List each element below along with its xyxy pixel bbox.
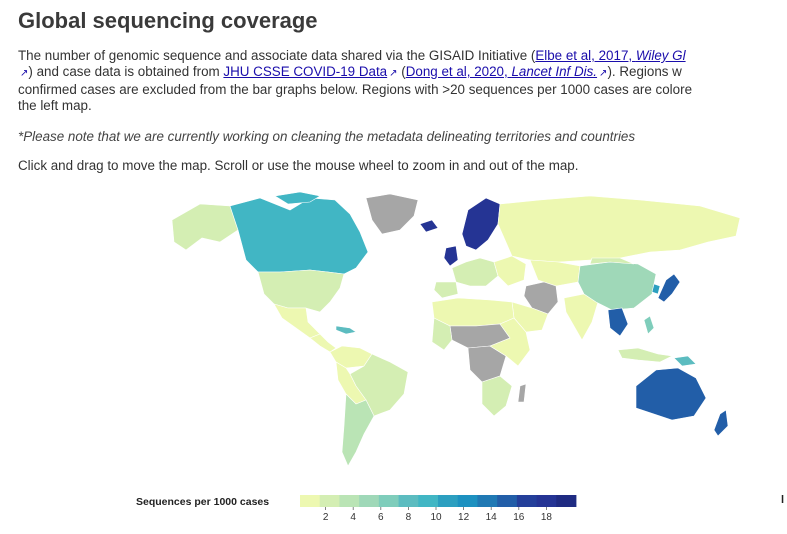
region-new-zealand[interactable]	[713, 409, 729, 437]
region-usa[interactable]	[257, 269, 345, 313]
region-russia[interactable]	[497, 195, 741, 263]
region-canada[interactable]	[229, 197, 369, 275]
external-link-icon[interactable]: ↗	[20, 68, 29, 79]
intro-line-3: confirmed cases are excluded from the ba…	[18, 82, 693, 97]
intro-text: ). Regions w	[607, 64, 682, 79]
region-japan[interactable]	[657, 273, 681, 303]
legend-swatch	[497, 495, 518, 507]
legend-tick-label: 4	[350, 512, 356, 523]
region-north-africa[interactable]	[431, 297, 515, 327]
region-australia[interactable]	[635, 367, 707, 421]
region-india[interactable]	[563, 293, 599, 341]
dong-journal-text: Lancet Inf Dis.	[511, 64, 598, 79]
intro-line-4: the left map.	[18, 98, 92, 113]
legend-swatch	[516, 495, 537, 507]
legend-swatch	[339, 495, 360, 507]
legend-swatch	[536, 495, 557, 507]
dong-citation-link[interactable]: Dong et al, 2020, Lancet Inf Dis.	[406, 64, 597, 79]
intro-line-1: The number of genomic sequence and assoc…	[18, 48, 787, 64]
region-southeast-asia[interactable]	[607, 307, 629, 337]
legend-tick-label: 18	[541, 512, 553, 523]
legend-swatch	[477, 495, 498, 507]
page-title: Global sequencing coverage	[18, 8, 318, 33]
region-indonesia[interactable]	[617, 347, 673, 363]
legend: 2 4 6 8 10 12 14 16 18	[300, 495, 577, 523]
legend-tick-label: 14	[486, 512, 498, 523]
jhu-data-link[interactable]: JHU CSSE COVID-19 Data	[223, 64, 388, 79]
region-central-america[interactable]	[309, 333, 337, 353]
region-western-europe[interactable]	[451, 257, 499, 287]
legend-swatch	[457, 495, 478, 507]
elbe-citation-text: Elbe et al, 2017,	[535, 48, 636, 63]
region-southern-africa[interactable]	[481, 375, 513, 417]
legend-tick-label: 2	[323, 512, 329, 523]
intro-text: The number of genomic sequence and assoc…	[18, 48, 536, 63]
intro-text: (	[397, 64, 406, 79]
legend-swatch	[556, 495, 577, 507]
region-east-africa[interactable]	[489, 317, 531, 367]
region-philippines[interactable]	[643, 315, 655, 335]
dong-citation-text: Dong et al, 2020,	[405, 64, 512, 79]
metadata-note: *Please note that we are currently worki…	[18, 129, 636, 144]
elbe-citation-link[interactable]: Elbe et al, 2017, Wiley Gl	[535, 48, 685, 63]
region-alaska[interactable]	[171, 203, 239, 251]
region-middle-east[interactable]	[523, 281, 559, 315]
region-mongolia[interactable]	[589, 257, 635, 265]
region-argentina-chile[interactable]	[341, 393, 375, 467]
legend-swatch	[398, 495, 419, 507]
legend-swatch	[359, 495, 380, 507]
external-link-icon[interactable]: ↗	[389, 68, 398, 79]
legend-title: Sequences per 1000 cases	[136, 496, 270, 508]
region-canada-arctic[interactable]	[274, 191, 321, 205]
region-eastern-europe[interactable]	[493, 255, 527, 287]
intro-text: ) and case data is obtained from	[28, 64, 224, 79]
external-link-icon[interactable]: ↗	[599, 68, 608, 79]
region-iberia[interactable]	[433, 281, 459, 299]
region-madagascar[interactable]	[517, 383, 527, 403]
legend-swatch	[418, 495, 439, 507]
region-papua[interactable]	[673, 355, 697, 367]
legend-tick-label: 16	[513, 512, 525, 523]
legend-swatch	[300, 495, 321, 507]
region-caribbean[interactable]	[335, 325, 357, 335]
elbe-journal-text: Wiley Gl	[635, 48, 686, 63]
legend-tick-label: 6	[378, 512, 384, 523]
intro-line-2: ↗) and case data is obtained from JHU CS…	[18, 64, 787, 82]
region-west-africa[interactable]	[431, 317, 453, 351]
legend-tick-label: 8	[406, 512, 412, 523]
legend-swatch	[319, 495, 340, 507]
legend-swatch	[378, 495, 399, 507]
side-hint-text: l	[781, 494, 785, 506]
legend-swatch	[438, 495, 459, 507]
map-instructions: Click and drag to move the map. Scroll o…	[18, 158, 579, 173]
intro-paragraph: The number of genomic sequence and assoc…	[18, 48, 787, 114]
legend-tick-label: 12	[458, 512, 470, 523]
legend-tick-label: 10	[430, 512, 442, 523]
world-map[interactable]	[160, 190, 750, 475]
region-kazakhstan[interactable]	[529, 259, 581, 287]
region-korea[interactable]	[651, 283, 661, 295]
region-greenland[interactable]	[365, 193, 419, 235]
region-iceland[interactable]	[419, 219, 439, 233]
region-scandinavia[interactable]	[461, 197, 501, 251]
region-uk-ireland[interactable]	[443, 245, 459, 267]
